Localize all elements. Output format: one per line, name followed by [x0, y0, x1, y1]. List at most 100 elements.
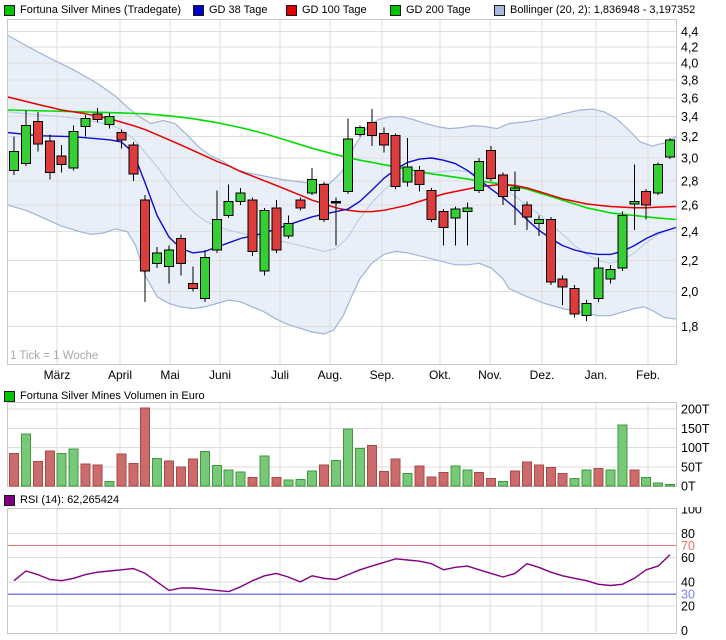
rsi-y-label: 100	[681, 507, 702, 517]
volume-bar	[366, 445, 377, 487]
volume-y-label: 100T	[681, 441, 710, 455]
price-y-label: 4,4	[681, 25, 698, 39]
volume-bar	[450, 465, 461, 487]
candle-body	[474, 160, 485, 191]
volume-bar	[426, 476, 437, 487]
rsi-legend: RSI (14): 62,265424	[4, 493, 119, 507]
candle-body	[164, 249, 175, 267]
candle-body	[247, 199, 258, 252]
candle-body	[175, 238, 186, 264]
rsi-y-label: 70	[681, 539, 695, 553]
candle-body	[402, 166, 413, 183]
candle-body	[68, 131, 79, 169]
rsi-swatch-icon	[4, 494, 15, 506]
candle-body	[605, 268, 616, 280]
candle-body	[641, 191, 652, 206]
rsi-y-label: 80	[681, 527, 695, 541]
candle-body	[354, 127, 365, 136]
volume-bar	[629, 469, 640, 487]
volume-bar	[44, 450, 55, 487]
price-y-label: 3,6	[681, 91, 698, 105]
month-label: Nov.	[478, 368, 502, 382]
legend-label: GD 38 Tage	[209, 4, 268, 16]
volume-bar	[295, 478, 306, 487]
candle-body	[44, 140, 55, 174]
candle-body	[235, 192, 246, 202]
candle-body	[80, 118, 91, 128]
volume-y-label: 0T	[681, 480, 696, 493]
volume-bar	[164, 460, 175, 487]
volume-bar	[331, 460, 342, 487]
price-y-label: 3,8	[681, 74, 698, 88]
candle-body	[378, 133, 389, 146]
price-chart: 4,4 4,2 4,0 3,8 3,6 3,4 3,2 3,0 2,8 2,6 2,4 2,2 2,0 1…	[7, 19, 698, 365]
legend-label: Fortuna Silver Mines (Tradegate)	[20, 4, 181, 16]
candle-body	[331, 200, 342, 204]
volume-bar	[605, 469, 616, 487]
rsi-y-label: 30	[681, 588, 695, 602]
volume-bar	[307, 470, 318, 487]
volume-bar	[116, 453, 127, 487]
volume-bar	[354, 448, 365, 487]
candle-body	[533, 218, 544, 224]
volume-bar	[569, 478, 580, 487]
candle-body	[187, 283, 198, 289]
candle-body	[307, 179, 318, 194]
legend-label: GD 100 Tage	[302, 4, 367, 16]
volume-bar	[557, 473, 568, 487]
volume-bar	[533, 464, 544, 487]
volume-bar	[402, 473, 413, 487]
volume-legend: Fortuna Silver Mines Volumen in Euro	[4, 389, 205, 403]
volume-bar	[223, 469, 234, 487]
candle-body	[92, 113, 103, 121]
legend-label: Bollinger (20, 2): 1,836948 - 3,197352	[510, 4, 696, 16]
candle-body	[617, 215, 628, 269]
candle-body	[557, 278, 568, 288]
volume-bar	[283, 479, 294, 487]
legend-item-gd38: GD 38 Tage	[193, 2, 268, 18]
candle-body	[56, 155, 67, 166]
volume-legend-label: Fortuna Silver Mines Volumen in Euro	[20, 390, 205, 402]
candle-body	[581, 302, 592, 317]
volume-bar	[271, 477, 282, 487]
volume-chart: 200T 150T 100T 50T 0T	[7, 402, 710, 493]
legend-item-gd100: GD 100 Tage	[286, 2, 367, 18]
gd200-swatch-icon	[390, 4, 401, 16]
candle-body	[438, 211, 449, 229]
candle-body	[665, 139, 676, 158]
volume-bar	[20, 433, 31, 487]
candle-body	[319, 183, 330, 220]
legend-item-bollinger: Bollinger (20, 2): 1,836948 - 3,197352	[494, 2, 695, 18]
candle-body	[199, 256, 210, 299]
rsi-plot-border	[7, 508, 677, 634]
candle-body	[271, 207, 282, 251]
volume-bar	[509, 470, 520, 487]
volume-bar	[211, 465, 222, 487]
volume-bar	[498, 480, 509, 487]
candle-body	[629, 200, 640, 205]
volume-y-label: 150T	[681, 422, 710, 436]
volume-y-label: 200T	[681, 403, 710, 417]
month-label: Aug.	[317, 368, 343, 382]
price-y-label: 3,0	[681, 152, 698, 166]
candle-body	[569, 287, 580, 315]
candle-body	[211, 218, 222, 251]
candle-body	[283, 222, 294, 237]
volume-bar	[545, 467, 556, 487]
volume-y-axis-labels: 200T 150T 100T 50T 0T	[681, 403, 710, 493]
candle-body	[545, 218, 556, 283]
month-label: Feb.	[635, 368, 661, 382]
candle-body	[462, 207, 473, 213]
price-y-label: 4,0	[681, 57, 698, 71]
candle-body	[509, 187, 520, 191]
price-y-label: 3,2	[681, 130, 698, 144]
gd100-swatch-icon	[286, 4, 297, 16]
bollinger-band-fill	[8, 35, 676, 334]
candle-body	[426, 189, 437, 220]
volume-bar	[617, 424, 628, 487]
candle-body	[486, 149, 497, 179]
candle-body	[152, 252, 163, 264]
volume-bar	[486, 478, 497, 487]
